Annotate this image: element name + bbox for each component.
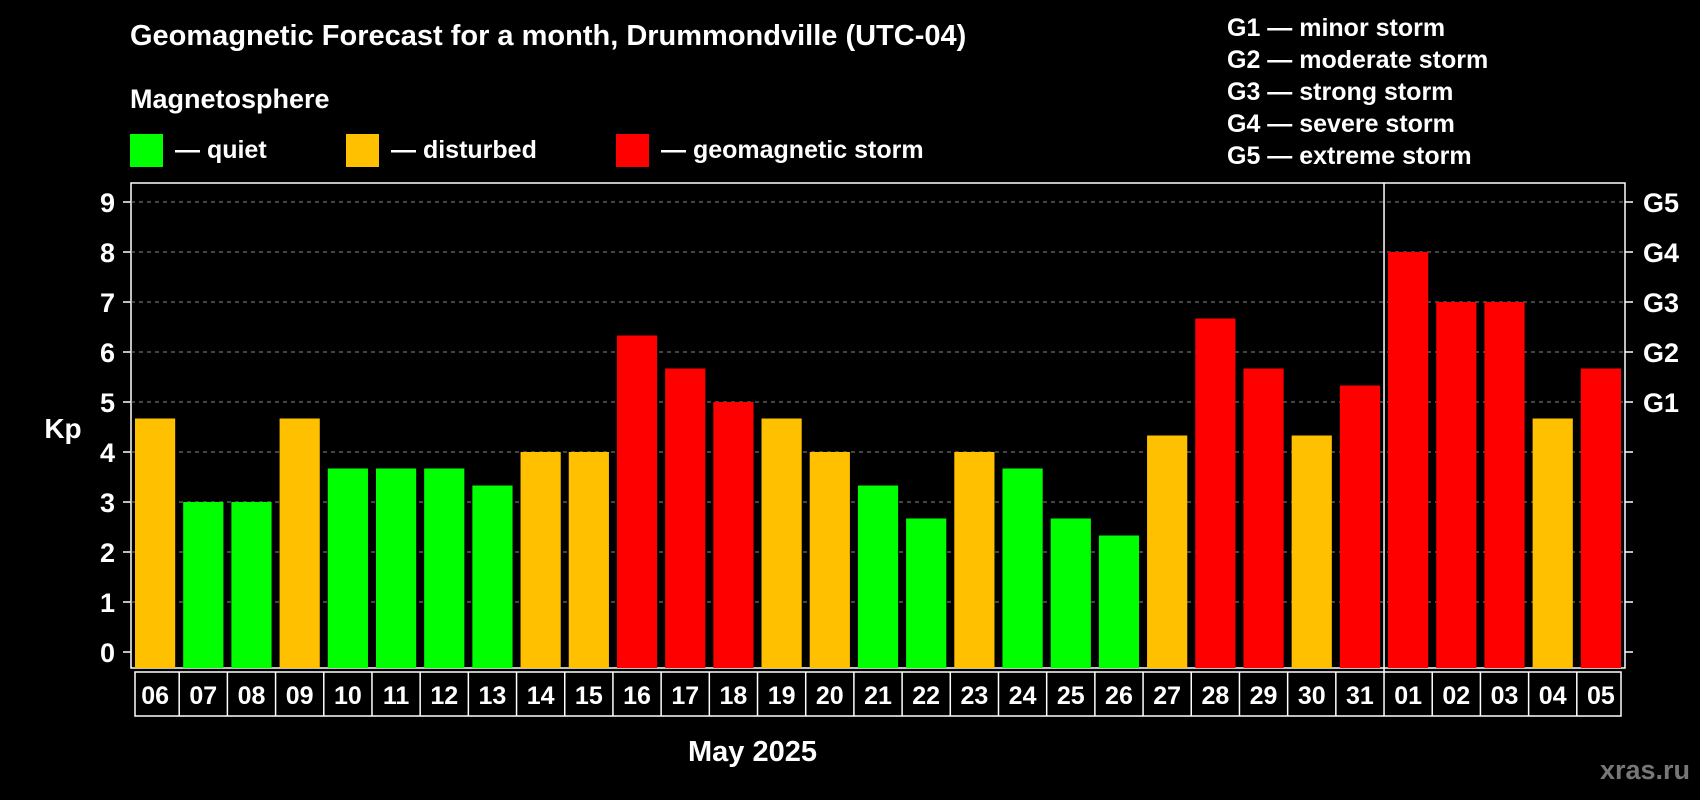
bar-20	[809, 452, 850, 668]
y-tick-label-4: 4	[100, 438, 115, 468]
x-tick-label-06: 06	[141, 682, 169, 710]
x-tick-label-02: 02	[1442, 682, 1470, 710]
bar-11	[375, 468, 417, 668]
storm-scale-g4: G4 — severe storm	[1227, 110, 1455, 138]
y-tick-label-1: 1	[100, 588, 115, 618]
x-tick-label-20: 20	[816, 682, 844, 710]
x-tick-label-16: 16	[623, 682, 651, 710]
bar-27	[1147, 435, 1188, 668]
bar-09	[279, 418, 320, 668]
x-tick-label-29: 29	[1250, 682, 1278, 710]
legend-swatch-quiet	[130, 133, 163, 167]
x-label-strip	[134, 671, 1622, 717]
legend-label-disturbed: — disturbed	[391, 135, 537, 164]
x-tick-label-27: 27	[1153, 682, 1181, 710]
bar-16	[616, 335, 658, 668]
bar-25	[1050, 518, 1091, 668]
x-tick-label-21: 21	[864, 682, 892, 710]
storm-level-label-g2: G2	[1643, 338, 1679, 368]
x-tick-label-26: 26	[1105, 682, 1133, 710]
x-tick-label-03: 03	[1491, 682, 1519, 710]
bar-23	[954, 452, 995, 668]
x-tick-label-30: 30	[1298, 682, 1326, 710]
bar-24	[1002, 468, 1043, 668]
y-axis-label: Kp	[44, 413, 81, 444]
y-tick-label-7: 7	[100, 288, 115, 318]
bar-06	[135, 418, 176, 668]
x-tick-label-14: 14	[527, 682, 555, 710]
chart-title: Geomagnetic Forecast for a month, Drummo…	[130, 20, 967, 52]
bar-01	[1388, 252, 1429, 668]
x-tick-label-11: 11	[383, 682, 410, 710]
x-tick-label-01: 01	[1394, 682, 1422, 710]
storm-scale-g3: G3 — strong storm	[1227, 78, 1454, 106]
y-tick-label-5: 5	[100, 388, 115, 418]
x-tick-label-09: 09	[286, 682, 314, 710]
y-tick-label-0: 0	[100, 638, 115, 668]
bar-13	[472, 485, 513, 668]
bar-19	[761, 418, 802, 668]
bar-05	[1580, 368, 1621, 668]
bar-07	[183, 502, 224, 668]
x-tick-label-12: 12	[430, 682, 458, 710]
x-tick-label-10: 10	[334, 682, 362, 710]
watermark: xras.ru	[1599, 755, 1690, 785]
storm-scale-list: G1 — minor storm G2 — moderate storm G3 …	[1227, 12, 1488, 172]
bar-31	[1339, 385, 1381, 668]
bar-02	[1436, 302, 1477, 668]
storm-level-label-g3: G3	[1643, 288, 1679, 318]
bar-22	[906, 518, 947, 668]
storm-level-label-g4: G4	[1643, 238, 1679, 268]
x-tick-label-15: 15	[575, 682, 603, 710]
x-tick-label-31: 31	[1346, 682, 1374, 710]
bar-21	[857, 485, 899, 668]
bar-12	[424, 468, 465, 668]
x-tick-label-04: 04	[1539, 682, 1567, 710]
storm-level-label-g5: G5	[1643, 188, 1679, 218]
x-tick-label-25: 25	[1057, 682, 1085, 710]
bar-18	[713, 402, 754, 668]
x-tick-label-24: 24	[1009, 682, 1037, 710]
x-tick-label-23: 23	[960, 682, 988, 710]
bar-28	[1195, 318, 1236, 668]
bar-04	[1532, 418, 1573, 668]
legend-item-storm: — geomagnetic storm	[616, 132, 924, 168]
legend-item-quiet: — quiet	[130, 132, 267, 168]
x-tick-label-07: 07	[189, 682, 217, 710]
bar-15	[568, 452, 609, 668]
x-tick-label-05: 05	[1587, 682, 1615, 710]
x-tick-label-17: 17	[671, 682, 699, 710]
legend-label-quiet: — quiet	[175, 135, 267, 164]
x-tick-label-13: 13	[479, 682, 507, 710]
legend-heading: Magnetosphere	[130, 84, 330, 114]
bar-17	[665, 368, 706, 668]
y-tick-label-2: 2	[100, 538, 115, 568]
x-tick-label-22: 22	[912, 682, 940, 710]
legend-swatch-storm	[616, 133, 649, 167]
bar-14	[520, 452, 561, 668]
x-tick-label-19: 19	[768, 682, 796, 710]
y-tick-label-9: 9	[100, 188, 115, 218]
legend-item-disturbed: — disturbed	[346, 132, 537, 168]
bar-26	[1098, 535, 1140, 668]
bar-03	[1484, 302, 1525, 668]
storm-scale-g1: G1 — minor storm	[1227, 14, 1446, 42]
bar-30	[1291, 435, 1332, 668]
storm-level-label-g1: G1	[1643, 388, 1679, 418]
y-tick-label-3: 3	[100, 488, 115, 518]
legend-swatch-disturbed	[346, 133, 379, 167]
bar-29	[1243, 368, 1284, 668]
legend-label-storm: — geomagnetic storm	[661, 135, 924, 164]
month-label: May 2025	[688, 736, 817, 768]
x-tick-label-18: 18	[720, 682, 748, 710]
bar-10	[327, 468, 368, 668]
storm-scale-g5: G5 — extreme storm	[1227, 142, 1472, 170]
x-tick-label-28: 28	[1201, 682, 1229, 710]
bar-08	[231, 502, 272, 668]
y-tick-label-8: 8	[100, 238, 115, 268]
x-tick-label-08: 08	[238, 682, 266, 710]
y-tick-label-6: 6	[100, 338, 115, 368]
storm-scale-g2: G2 — moderate storm	[1227, 46, 1489, 74]
